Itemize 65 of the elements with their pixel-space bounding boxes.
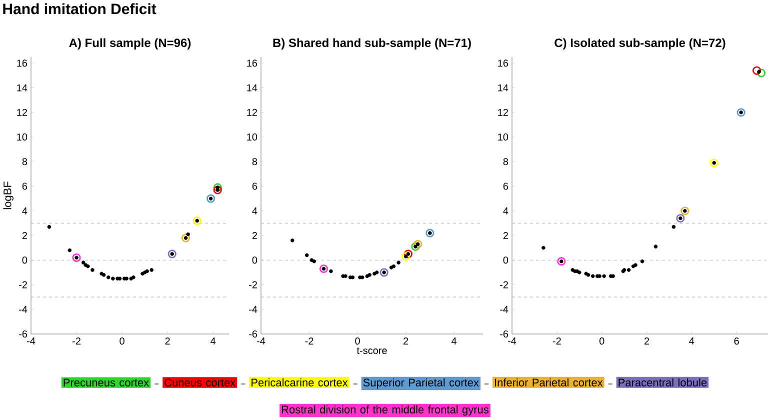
x-tick-label: -2 [72, 338, 80, 344]
x-tick-label: -2 [305, 338, 314, 344]
y-tick-label: 2 [22, 232, 27, 239]
x-tick-label: 6 [734, 338, 739, 345]
x-tick-label: 4 [210, 338, 216, 344]
text: Precuneus cortex [64, 378, 149, 386]
text: Inferior Parietal cortex [495, 378, 603, 386]
y-tick-label: 6 [252, 182, 258, 190]
y-tick-label: 14 [247, 84, 258, 92]
chart-title: B) Shared hand sub-sample (N=71) [273, 38, 471, 50]
y-tick-label: -4 [249, 306, 258, 313]
y-tick-label: 12 [498, 108, 508, 116]
y-tick-label: 4 [252, 207, 258, 214]
x-tick-label: 0 [599, 338, 604, 345]
text: Hand imitation Deficit [3, 3, 156, 14]
y-tick-label: 16 [498, 60, 508, 67]
y-tick-label: 0 [252, 256, 258, 264]
chart-title: C) Isolated sub-sample (N=72) [554, 38, 726, 50]
y-tick-label: -6 [500, 330, 508, 338]
y-tick-label: -2 [19, 281, 27, 288]
y-tick-label: -4 [19, 306, 28, 313]
y-tick-label: 2 [503, 232, 508, 239]
x-tick-label: 0 [355, 338, 360, 345]
x-tick-label: -4 [508, 338, 516, 344]
x-tick-label: -4 [257, 338, 266, 344]
y-tick-label: -4 [500, 306, 508, 313]
y-tick-label: -6 [249, 330, 258, 338]
x-tick-label: 4 [689, 338, 694, 344]
y-tick-label: 4 [22, 207, 28, 214]
y-tick-label: 14 [498, 84, 508, 92]
y-tick-label: 6 [22, 182, 28, 190]
y-tick-label: 8 [503, 158, 508, 166]
y-tick-label: 16 [17, 60, 28, 67]
y-tick-label: 10 [498, 133, 508, 141]
text: Pericalcarine cortex [252, 378, 348, 386]
text: Superior Parietal cortex [363, 378, 479, 389]
y-tick-label: 2 [252, 232, 257, 239]
y-tick-label: 8 [22, 158, 28, 166]
y-tick-label: 8 [252, 158, 258, 166]
x-axis-title: t-score [356, 347, 387, 354]
y-tick-label: 16 [247, 60, 258, 67]
y-tick-label: -2 [249, 281, 257, 288]
y-tick-label: 0 [22, 256, 28, 264]
y-tick-label: -2 [500, 281, 508, 288]
y-tick-label: 14 [17, 84, 28, 92]
x-tick-label: 0 [120, 338, 124, 345]
y-tick-label: 10 [17, 133, 28, 141]
text: Rostral division of the middle frontal gyrus [282, 405, 488, 416]
x-tick-label: 4 [452, 338, 457, 344]
y-tick-label: 10 [247, 133, 258, 141]
x-tick-label: 2 [165, 338, 170, 344]
y-axis-title: logBF [3, 182, 14, 210]
y-tick-label: 12 [17, 108, 27, 116]
y-tick-label: -6 [19, 330, 28, 338]
x-tick-label: 2 [644, 338, 650, 344]
y-tick-label: 4 [503, 207, 508, 214]
y-tick-label: 0 [503, 256, 508, 264]
text: Paracentral lobule [618, 378, 707, 386]
x-tick-label: -2 [552, 338, 561, 344]
x-tick-label: -4 [27, 338, 36, 344]
y-tick-label: 6 [503, 182, 508, 190]
y-tick-label: 12 [247, 108, 257, 116]
text: Cuneus cortex [164, 378, 236, 386]
chart-title: A) Full sample (N=96) [69, 38, 191, 50]
x-tick-label: 2 [404, 338, 408, 344]
